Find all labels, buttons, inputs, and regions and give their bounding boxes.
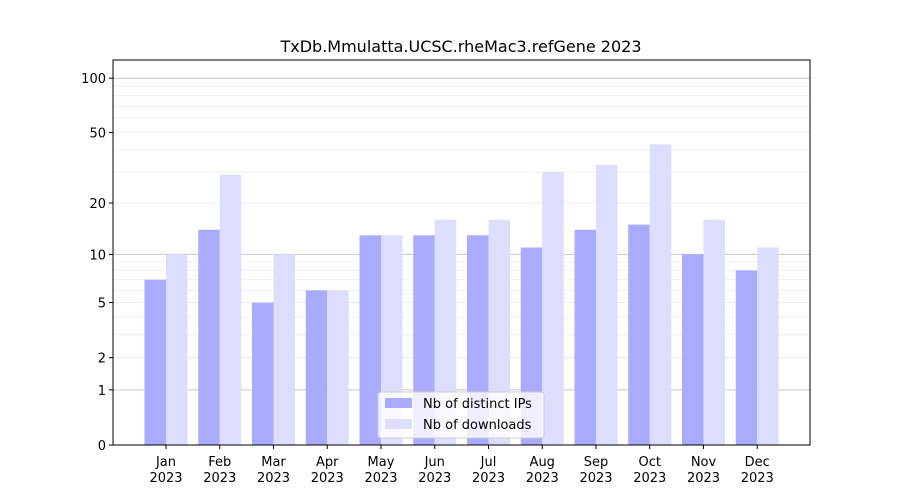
x-tick-year-label: 2023 bbox=[203, 471, 236, 486]
y-tick-label: 10 bbox=[89, 248, 106, 263]
x-tick-year-label: 2023 bbox=[472, 471, 505, 486]
bar-downloads bbox=[166, 254, 188, 445]
y-tick-label: 100 bbox=[81, 72, 106, 87]
bar-distinct-ips bbox=[359, 235, 381, 445]
legend-frame bbox=[377, 391, 545, 439]
bar-downloads bbox=[542, 172, 564, 445]
bar-downloads bbox=[219, 174, 242, 445]
x-tick-year-label: 2023 bbox=[418, 471, 451, 486]
legend-label-ips: Nb of distinct IPs bbox=[423, 397, 532, 412]
bar-distinct-ips bbox=[682, 254, 704, 445]
x-tick-year-label: 2023 bbox=[311, 471, 344, 486]
x-tick-label: Jun bbox=[424, 455, 445, 470]
y-tick-label: 2 bbox=[98, 352, 106, 367]
bar-downloads bbox=[273, 254, 295, 445]
bar-downloads bbox=[649, 144, 672, 445]
x-tick-label: Dec bbox=[745, 455, 770, 470]
x-tick-year-label: 2023 bbox=[687, 471, 720, 486]
bar-downloads bbox=[703, 219, 725, 445]
x-tick-label: May bbox=[368, 455, 395, 470]
bars bbox=[144, 144, 779, 445]
x-tick-year-label: 2023 bbox=[579, 471, 612, 486]
x-tick-year-label: 2023 bbox=[526, 471, 559, 486]
bar-distinct-ips bbox=[735, 270, 758, 445]
x-tick-label: Jul bbox=[480, 455, 497, 470]
x-tick-label: Oct bbox=[639, 455, 661, 470]
x-axis: Jan2023Feb2023Mar2023Apr2023May2023Jun20… bbox=[149, 445, 774, 486]
y-tick-label: 1 bbox=[98, 384, 106, 399]
x-tick-year-label: 2023 bbox=[364, 471, 397, 486]
x-tick-label: Aug bbox=[530, 455, 555, 470]
x-tick-label: Nov bbox=[691, 455, 717, 470]
chart-title: TxDb.Mmulatta.UCSC.rheMac3.refGene 2023 bbox=[279, 37, 641, 56]
x-tick-label: Mar bbox=[261, 455, 286, 470]
bar-distinct-ips bbox=[144, 279, 166, 445]
x-tick-label: Feb bbox=[208, 455, 231, 470]
legend-swatch-ips bbox=[385, 398, 412, 408]
y-axis: 0 1 2 5 10 20 50 100 bbox=[81, 72, 113, 454]
bar-downloads bbox=[757, 247, 779, 445]
y-tick-label: 0 bbox=[98, 439, 106, 454]
bar-distinct-ips bbox=[574, 229, 596, 445]
bar-downloads bbox=[596, 164, 618, 445]
x-tick-year-label: 2023 bbox=[633, 471, 666, 486]
legend-swatch-downloads bbox=[385, 419, 412, 429]
bar-distinct-ips bbox=[198, 229, 220, 445]
y-tick-label: 5 bbox=[98, 297, 106, 312]
x-tick-label: Jan bbox=[155, 455, 176, 470]
x-tick-year-label: 2023 bbox=[257, 471, 290, 486]
x-tick-year-label: 2023 bbox=[741, 471, 774, 486]
legend: Nb of distinct IPs Nb of downloads bbox=[377, 391, 545, 439]
y-tick-label: 50 bbox=[89, 127, 106, 142]
x-tick-label: Apr bbox=[316, 455, 339, 470]
legend-label-downloads: Nb of downloads bbox=[423, 418, 532, 433]
bar-distinct-ips bbox=[252, 302, 274, 445]
y-tick-label: 20 bbox=[89, 197, 106, 212]
x-tick-label: Sep bbox=[584, 455, 609, 470]
bar-downloads bbox=[434, 219, 457, 445]
plot-frame bbox=[112, 59, 811, 446]
bar-distinct-ips bbox=[305, 290, 328, 445]
bar-downloads bbox=[327, 290, 349, 445]
bar-downloads bbox=[488, 219, 510, 445]
x-tick-year-label: 2023 bbox=[149, 471, 182, 486]
bar-distinct-ips bbox=[628, 224, 650, 445]
